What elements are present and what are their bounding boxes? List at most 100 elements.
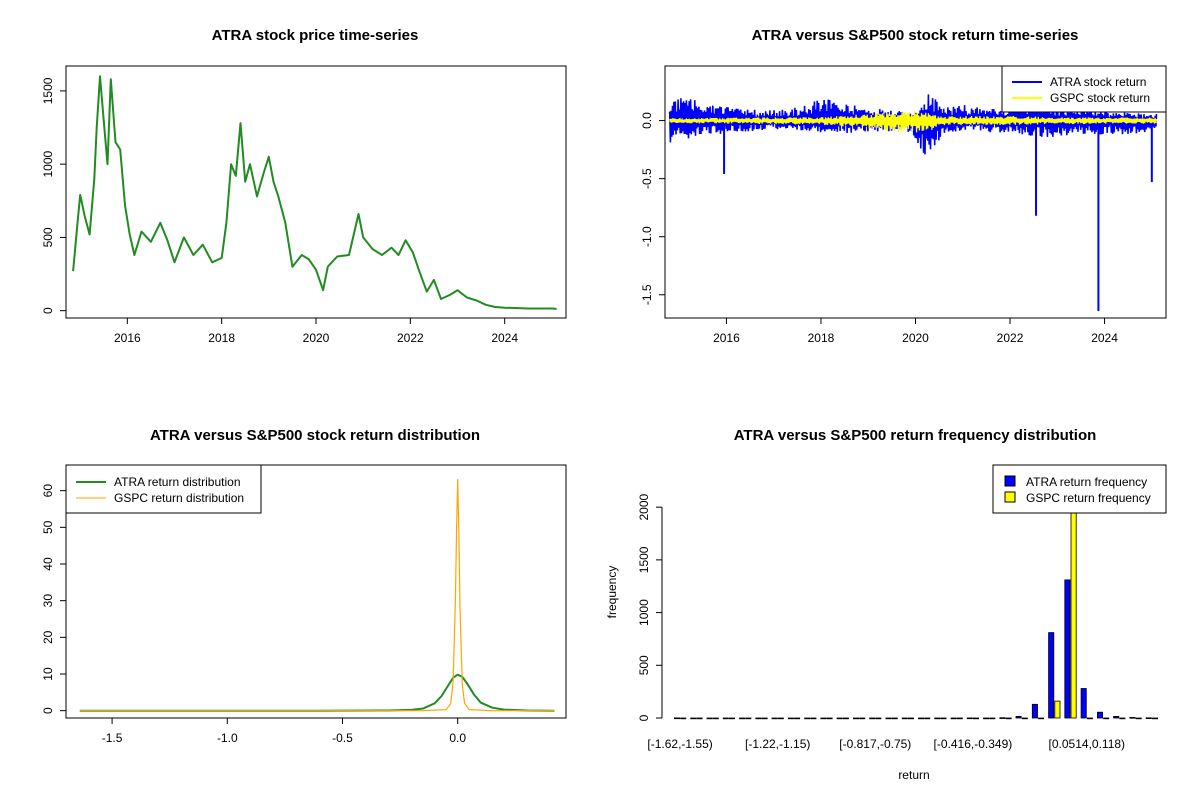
y-tick-label: 0 <box>41 707 55 714</box>
x-axis-label: return <box>898 768 929 782</box>
gspc-frequency-bar <box>696 717 703 720</box>
gspc-frequency-bar <box>810 717 817 720</box>
gspc-frequency-bar <box>891 717 898 720</box>
gspc-frequency-bar <box>875 717 882 720</box>
panel-return-frequency: ATRA versus S&P500 return frequency dist… <box>605 427 1167 782</box>
atra-frequency-bar <box>1097 711 1104 719</box>
atra-frequency-bar <box>983 717 990 720</box>
x-category-label: [-1.62,-1.55) <box>647 737 712 751</box>
legend-box <box>1001 65 1167 113</box>
gspc-frequency-bar <box>1103 717 1110 720</box>
atra-frequency-bar <box>901 717 908 720</box>
y-tick-label: 40 <box>41 557 55 571</box>
legend-label-atra: ATRA stock return <box>1050 75 1146 89</box>
x-tick-label: -1.0 <box>217 731 238 745</box>
gspc-frequency-bar <box>745 717 752 720</box>
y-tick-label: 0.0 <box>640 112 654 129</box>
gspc-frequency-bar <box>729 717 736 720</box>
y-tick-label: 50 <box>41 520 55 534</box>
x-tick-label: 2018 <box>808 331 835 345</box>
panel-price-timeseries: ATRA stock price time-series 2016 2018 202… <box>41 27 567 345</box>
gspc-frequency-bar <box>1086 717 1093 720</box>
gspc-frequency-bar <box>989 717 996 720</box>
legend-label-atra: ATRA return distribution <box>114 475 241 489</box>
x-tick-label: 2018 <box>208 331 235 345</box>
y-tick-label: 10 <box>41 667 55 681</box>
gspc-frequency-bar <box>956 717 963 720</box>
x-category-label: [0.0514,0.118) <box>1049 737 1126 751</box>
gspc-frequency-bar <box>940 717 947 720</box>
y-tick-label: 500 <box>41 227 55 247</box>
gspc-frequency-bar <box>973 717 980 720</box>
atra-frequency-bar <box>950 717 957 720</box>
atra-frequency-bar <box>934 717 941 720</box>
y-tick-label: -0.5 <box>640 168 654 189</box>
atra-frequency-bar <box>787 717 794 720</box>
gspc-frequency-bar <box>1021 717 1028 720</box>
gspc-return-series-line <box>669 111 1158 133</box>
gspc-frequency-bar <box>859 717 866 720</box>
chart-title: ATRA stock price time-series <box>212 27 419 44</box>
gspc-frequency-bar <box>1005 717 1012 720</box>
x-tick-label: -1.5 <box>102 731 123 745</box>
x-tick-label: 2020 <box>902 331 929 345</box>
atra-frequency-bar <box>722 717 729 720</box>
atra-frequency-bar <box>1048 632 1055 719</box>
y-tick-label: 30 <box>41 594 55 608</box>
atra-frequency-bar <box>820 717 827 720</box>
gspc-frequency-bar <box>1038 717 1045 720</box>
y-tick-label: 1500 <box>41 77 55 104</box>
atra-frequency-bar <box>1064 579 1071 719</box>
legend-label-gspc: GSPC return distribution <box>114 491 244 505</box>
atra-frequency-bar <box>706 717 713 720</box>
gspc-frequency-bar <box>842 717 849 720</box>
y-tick-label: -1.5 <box>640 284 654 305</box>
legend-label-atra: ATRA return frequency <box>1026 475 1147 489</box>
legend-label-gspc: GSPC stock return <box>1050 91 1150 105</box>
x-tick-label: 0.0 <box>449 731 466 745</box>
x-tick-label: 2022 <box>397 331 424 345</box>
y-tick-label: 1000 <box>637 599 651 626</box>
atra-frequency-bar <box>1129 717 1136 719</box>
atra-frequency-bar <box>1080 688 1087 719</box>
gspc-frequency-bar <box>680 717 687 720</box>
gspc-frequency-bar <box>1070 501 1077 719</box>
atra-frequency-bar <box>1113 716 1120 719</box>
panel-return-distribution: ATRA versus S&P500 stock return distribu… <box>41 427 567 745</box>
x-tick-label: 2016 <box>713 331 740 345</box>
y-tick-label: 1000 <box>41 150 55 177</box>
atra-frequency-bar <box>918 717 925 720</box>
plot-frame <box>65 65 567 319</box>
atra-density-line <box>79 673 555 712</box>
legend-swatch-gspc <box>1004 491 1016 503</box>
x-tick-label: 2020 <box>303 331 330 345</box>
x-category-label: [-0.416,-0.349) <box>934 737 1013 751</box>
chart-title: ATRA versus S&P500 return frequency dist… <box>734 427 1097 444</box>
atra-frequency-bar <box>1031 703 1038 719</box>
legend-box <box>992 464 1167 514</box>
atra-frequency-bar <box>853 717 860 720</box>
legend: ATRA return distribution GSPC return dis… <box>65 464 262 514</box>
gspc-density-line <box>79 479 555 712</box>
y-tick-label: 60 <box>41 484 55 498</box>
atra-frequency-bar <box>771 717 778 720</box>
gspc-frequency-bar <box>794 717 801 720</box>
atra-frequency-bar <box>869 717 876 720</box>
gspc-frequency-bar <box>712 717 719 720</box>
y-tick-label: 0 <box>637 714 651 721</box>
y-tick-label: 500 <box>637 655 651 675</box>
gspc-frequency-bar <box>826 717 833 720</box>
atra-frequency-bar <box>885 717 892 720</box>
panel-return-timeseries: ATRA versus S&P500 stock return time-ser… <box>640 27 1167 345</box>
gspc-frequency-bar <box>1054 700 1061 719</box>
x-tick-label: 2022 <box>997 331 1024 345</box>
atra-frequency-bar <box>739 717 746 720</box>
gspc-frequency-bar <box>1135 717 1142 720</box>
atra-frequency-bar <box>836 717 843 720</box>
x-tick-label: 2024 <box>491 331 518 345</box>
y-tick-label: 0 <box>41 307 55 314</box>
y-tick-label: -1.0 <box>640 226 654 247</box>
atra-frequency-bar <box>674 717 681 720</box>
y-axis-label: frequency <box>605 566 619 619</box>
